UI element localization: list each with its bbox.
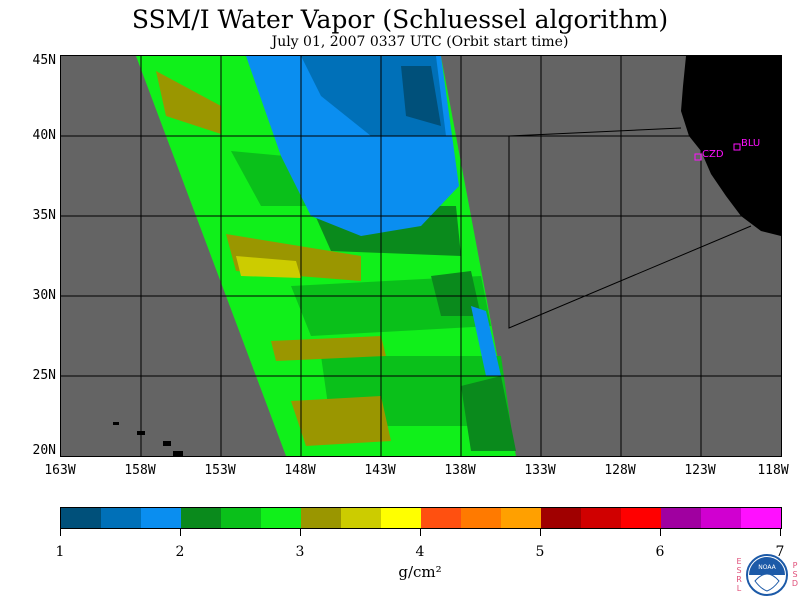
- colorbar-tick-label: 3: [295, 544, 305, 560]
- colorbar-tick-label: 2: [175, 544, 185, 560]
- colorbar-tick-label: 4: [415, 544, 425, 560]
- swath-yellow-core: [236, 256, 301, 278]
- swath-darkgreen-band-2: [431, 271, 481, 316]
- lon-label: 153W: [204, 463, 236, 478]
- map-subtitle: July 01, 2007 0337 UTC (Orbit start time…: [271, 34, 569, 50]
- colorbar-unit: g/cm²: [398, 563, 442, 581]
- lon-label: 148W: [284, 463, 316, 478]
- land-california: [681, 56, 781, 236]
- lat-label: 30N: [32, 288, 56, 303]
- colorbar-swatch: [541, 508, 581, 528]
- colorbar-tick-mark: [180, 528, 181, 536]
- colorbar-swatch: [381, 508, 421, 528]
- lon-label: 143W: [364, 463, 396, 478]
- colorbar-swatch: [261, 508, 301, 528]
- colorbar-swatch: [581, 508, 621, 528]
- colorbar-tick-label: 7: [775, 544, 785, 560]
- land-hawaii-4: [173, 451, 183, 456]
- swath-blue-edge: [471, 306, 501, 376]
- land-hawaii-3: [163, 441, 171, 446]
- swath-darkblue-region: [401, 66, 441, 126]
- colorbar-swatch: [301, 508, 341, 528]
- colorbar-swatch: [741, 508, 781, 528]
- colorbar-tick-label: 6: [655, 544, 665, 560]
- lat-label: 40N: [32, 128, 56, 143]
- station-blu-marker: [733, 143, 741, 151]
- colorbar-tick-label: 5: [535, 544, 545, 560]
- colorbar-swatch: [461, 508, 501, 528]
- colorbar-swatch: [221, 508, 261, 528]
- station-czd-marker: [694, 153, 702, 161]
- colorbar-tick-label: 1: [55, 544, 65, 560]
- graticule: [61, 56, 781, 456]
- colorbar-tick-mark: [780, 528, 781, 536]
- colorbar-tick-mark: [60, 528, 61, 536]
- lon-label: 133W: [524, 463, 556, 478]
- colorbar-swatch: [181, 508, 221, 528]
- noaa-emblem-icon: NOAA: [746, 554, 788, 596]
- colorbar: [60, 507, 782, 529]
- swath-darkgreen-band-3: [461, 376, 516, 451]
- lat-label: 45N: [32, 53, 56, 68]
- lat-label: 25N: [32, 368, 56, 383]
- lon-label: 138W: [444, 463, 476, 478]
- swath-olive-band-3: [291, 396, 391, 446]
- swath-olive-band-4: [271, 336, 386, 361]
- colorbar-tick-mark: [420, 528, 421, 536]
- lon-label: 123W: [684, 463, 716, 478]
- lat-label: 35N: [32, 208, 56, 223]
- logo-center-text: NOAA: [758, 564, 776, 571]
- land-hawaii-1: [113, 422, 119, 425]
- colorbar-swatch: [61, 508, 101, 528]
- swath-olive-band-2: [156, 71, 221, 134]
- colorbar-swatch: [141, 508, 181, 528]
- colorbar-swatch: [501, 508, 541, 528]
- lon-label: 118W: [757, 463, 789, 478]
- lon-label: 163W: [44, 463, 76, 478]
- colorbar-swatch: [341, 508, 381, 528]
- map-canvas: CZD BLU: [61, 56, 781, 456]
- colorbar-tick-mark: [540, 528, 541, 536]
- region-boundary-top: [508, 127, 682, 137]
- station-blu-label: BLU: [741, 138, 760, 149]
- colorbar-swatch: [421, 508, 461, 528]
- lon-label: 158W: [124, 463, 156, 478]
- colorbar-swatch: [621, 508, 661, 528]
- colorbar-tick-mark: [300, 528, 301, 536]
- region-boundary: [508, 136, 752, 329]
- map-panel: CZD BLU: [60, 55, 782, 457]
- colorbar-swatch: [661, 508, 701, 528]
- colorbar-swatch: [101, 508, 141, 528]
- colorbar-tick-mark: [660, 528, 661, 536]
- lat-label: 20N: [32, 443, 56, 458]
- map-title: SSM/I Water Vapor (Schluessel algorithm): [131, 5, 669, 34]
- lon-label: 128W: [604, 463, 636, 478]
- colorbar-swatch: [701, 508, 741, 528]
- station-czd-label: CZD: [702, 149, 724, 160]
